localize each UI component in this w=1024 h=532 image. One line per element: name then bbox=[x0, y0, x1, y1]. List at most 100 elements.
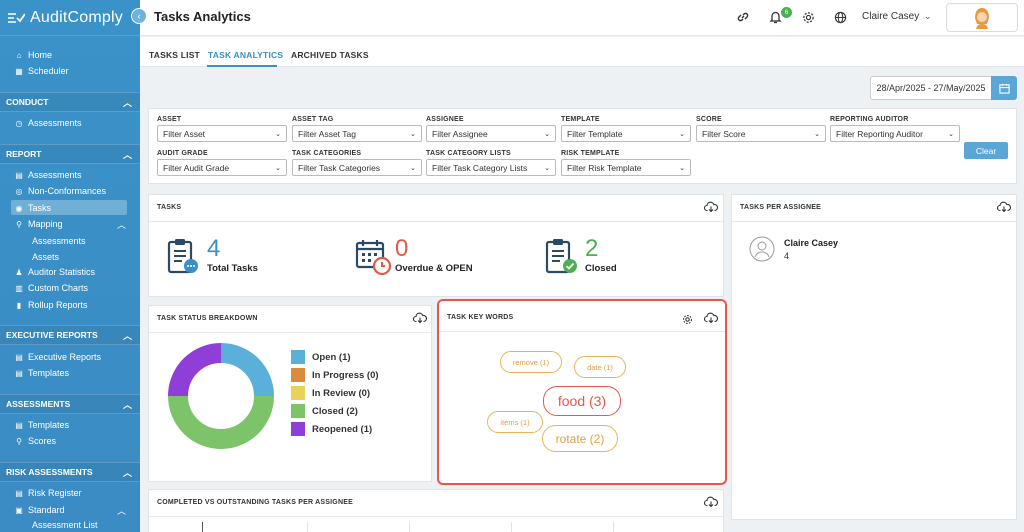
sidebar-item-rollup-reports[interactable]: ▮ Rollup Reports bbox=[14, 298, 88, 312]
keyword-rotate[interactable]: rotate (2) bbox=[542, 425, 618, 452]
users-icon: ♟ bbox=[15, 267, 23, 277]
chevron-up-icon: ︿ bbox=[122, 467, 132, 478]
sidebar-item-risk-register[interactable]: ▤ Risk Register bbox=[15, 488, 82, 498]
filter-placeholder: Filter Risk Template bbox=[567, 162, 642, 173]
sidebar-item-custom-charts[interactable]: ▥ Custom Charts bbox=[15, 283, 89, 293]
completed-vs-outstanding-card: COMPLETED VS OUTSTANDING TASKS PER ASSIG… bbox=[148, 489, 724, 532]
section-executive-reports[interactable]: EXECUTIVE REPORTS ︿ bbox=[0, 325, 140, 345]
tab-archived-tasks[interactable]: ARCHIVED TASKS bbox=[291, 50, 369, 60]
chevron-down-icon: ⌄ bbox=[948, 130, 954, 138]
keyword-items[interactable]: items (1) bbox=[487, 411, 543, 433]
download-icon[interactable] bbox=[704, 496, 718, 508]
sidebar-item-scheduler[interactable]: ▦ Scheduler bbox=[15, 66, 69, 76]
filter-label: ASSET TAG bbox=[292, 116, 334, 123]
tab-task-analytics[interactable]: TASK ANALYTICS bbox=[208, 50, 284, 60]
sidebar-sub-assets[interactable]: Assets bbox=[32, 252, 60, 262]
sidebar-item-standard[interactable]: ▣ Standard ︿ bbox=[15, 505, 126, 516]
download-icon[interactable] bbox=[413, 312, 427, 324]
grid-line bbox=[307, 522, 308, 532]
section-assessments[interactable]: ASSESSMENTS ︿ bbox=[0, 394, 140, 414]
filter-select[interactable]: Filter Task Category Lists ⌄ bbox=[426, 159, 556, 176]
legend-swatch bbox=[291, 422, 305, 436]
filter-select[interactable]: Filter Reporting Auditor ⌄ bbox=[830, 125, 960, 142]
link-icon[interactable] bbox=[735, 9, 751, 25]
legend-item[interactable]: In Progress (0) bbox=[291, 368, 379, 382]
gear-icon[interactable] bbox=[800, 9, 816, 25]
keyword-food[interactable]: food (3) bbox=[543, 386, 621, 416]
grid-line bbox=[409, 522, 410, 532]
donut-slice[interactable] bbox=[168, 395, 274, 449]
avatar[interactable] bbox=[946, 3, 1018, 32]
task-keywords-card: TASK KEY WORDS remove (1) date (1) food … bbox=[437, 299, 727, 485]
overdue-value: 0 bbox=[395, 235, 409, 262]
tab-tasks-list[interactable]: TASKS LIST bbox=[149, 50, 200, 60]
section-conduct[interactable]: CONDUCT ︿ bbox=[0, 92, 140, 112]
filter-placeholder: Filter Asset Tag bbox=[298, 128, 356, 139]
legend-item[interactable]: Open (1) bbox=[291, 350, 351, 364]
filter-select[interactable]: Filter Asset ⌄ bbox=[157, 125, 287, 142]
gear-icon[interactable] bbox=[682, 314, 693, 325]
globe-icon[interactable] bbox=[832, 9, 848, 25]
sidebar-sub-assessment-list[interactable]: Assessment List bbox=[32, 520, 98, 530]
sidebar-item-home[interactable]: ⌂ Home bbox=[14, 48, 52, 62]
calendar-icon: ▦ bbox=[15, 66, 23, 76]
collapse-sidebar-button[interactable]: ‹ bbox=[131, 8, 147, 24]
sidebar-item-auditor-statistics[interactable]: ♟ Auditor Statistics bbox=[15, 267, 96, 277]
chevron-up-icon: ︿ bbox=[122, 149, 132, 160]
top-header: Tasks Analytics 6 Claire Casey ⌄ bbox=[140, 0, 1024, 36]
legend-item[interactable]: In Review (0) bbox=[291, 386, 370, 400]
sidebar-item-tasks[interactable]: ◉ Tasks bbox=[15, 203, 52, 213]
filter-placeholder: Filter Asset bbox=[163, 128, 206, 139]
brand[interactable]: AuditComply bbox=[0, 0, 140, 36]
clear-filters-button[interactable]: Clear bbox=[964, 142, 1008, 159]
section-report[interactable]: REPORT ︿ bbox=[0, 144, 140, 164]
filter-select[interactable]: Filter Task Categories ⌄ bbox=[292, 159, 422, 176]
page-title: Tasks Analytics bbox=[154, 9, 251, 24]
chevron-up-icon: ︿ bbox=[122, 399, 132, 410]
sidebar-item-assess-templates[interactable]: ▤ Templates bbox=[15, 420, 70, 430]
sidebar-item-scores[interactable]: ⚲ Scores bbox=[14, 434, 56, 448]
filter-select[interactable]: Filter Risk Template ⌄ bbox=[561, 159, 691, 176]
chevron-down-icon: ⌄ bbox=[410, 130, 416, 138]
sidebar-item-non-conformances[interactable]: ◎ Non-Conformances bbox=[15, 186, 107, 196]
date-range-input[interactable]: 28/Apr/2025 - 27/May/2025 bbox=[870, 76, 992, 100]
sidebar-item-conduct-assessments[interactable]: ◷ Assessments bbox=[15, 118, 82, 128]
donut-slice[interactable] bbox=[220, 343, 274, 397]
tasks-card: TASKS 4 Total Tasks 0 Overdue & OPEN 2 C… bbox=[148, 194, 724, 297]
filter-select[interactable]: Filter Score ⌄ bbox=[696, 125, 826, 142]
filter-select[interactable]: Filter Template ⌄ bbox=[561, 125, 691, 142]
card-title: COMPLETED VS OUTSTANDING TASKS PER ASSIG… bbox=[157, 499, 353, 506]
closed-value: 2 bbox=[585, 235, 599, 262]
download-icon[interactable] bbox=[997, 201, 1011, 213]
chevron-down-icon[interactable]: ⌄ bbox=[924, 11, 932, 21]
download-icon[interactable] bbox=[704, 201, 718, 213]
legend-item[interactable]: Closed (2) bbox=[291, 404, 358, 418]
calendar-icon bbox=[998, 83, 1010, 94]
filter-select[interactable]: Filter Asset Tag ⌄ bbox=[292, 125, 422, 142]
legend-item[interactable]: Reopened (1) bbox=[291, 422, 372, 436]
keyword-remove[interactable]: remove (1) bbox=[500, 351, 562, 373]
legend-label: Reopened (1) bbox=[312, 423, 373, 435]
sidebar-item-mapping[interactable]: ⚲ Mapping ︿ bbox=[14, 217, 126, 231]
bell-icon[interactable] bbox=[767, 9, 783, 25]
sidebar-item-executive-reports[interactable]: ▤ Executive Reports bbox=[15, 352, 102, 362]
sidebar-item-report-assessments[interactable]: ▤ Assessments bbox=[15, 170, 82, 180]
warning-icon: ◎ bbox=[15, 186, 23, 196]
filter-select[interactable]: Filter Audit Grade ⌄ bbox=[157, 159, 287, 176]
section-risk-assessments[interactable]: RISK ASSESSMENTS ︿ bbox=[0, 462, 140, 482]
date-picker-button[interactable] bbox=[991, 76, 1017, 100]
card-divider bbox=[439, 331, 725, 332]
notification-badge: 6 bbox=[781, 7, 792, 18]
report-icon: ▤ bbox=[15, 352, 23, 362]
download-icon[interactable] bbox=[704, 312, 718, 324]
standard-icon: ▣ bbox=[15, 505, 23, 515]
user-name[interactable]: Claire Casey bbox=[862, 11, 920, 22]
card-divider bbox=[149, 332, 431, 333]
filter-label: SCORE bbox=[696, 116, 722, 123]
donut-slice[interactable] bbox=[168, 343, 222, 397]
keyword-date[interactable]: date (1) bbox=[574, 356, 626, 378]
sidebar-item-exec-templates[interactable]: ▤ Templates bbox=[15, 368, 70, 378]
sidebar-sub-assessments[interactable]: Assessments bbox=[32, 236, 86, 246]
filter-select[interactable]: Filter Assignee ⌄ bbox=[426, 125, 556, 142]
chart-icon: ▥ bbox=[15, 283, 23, 293]
